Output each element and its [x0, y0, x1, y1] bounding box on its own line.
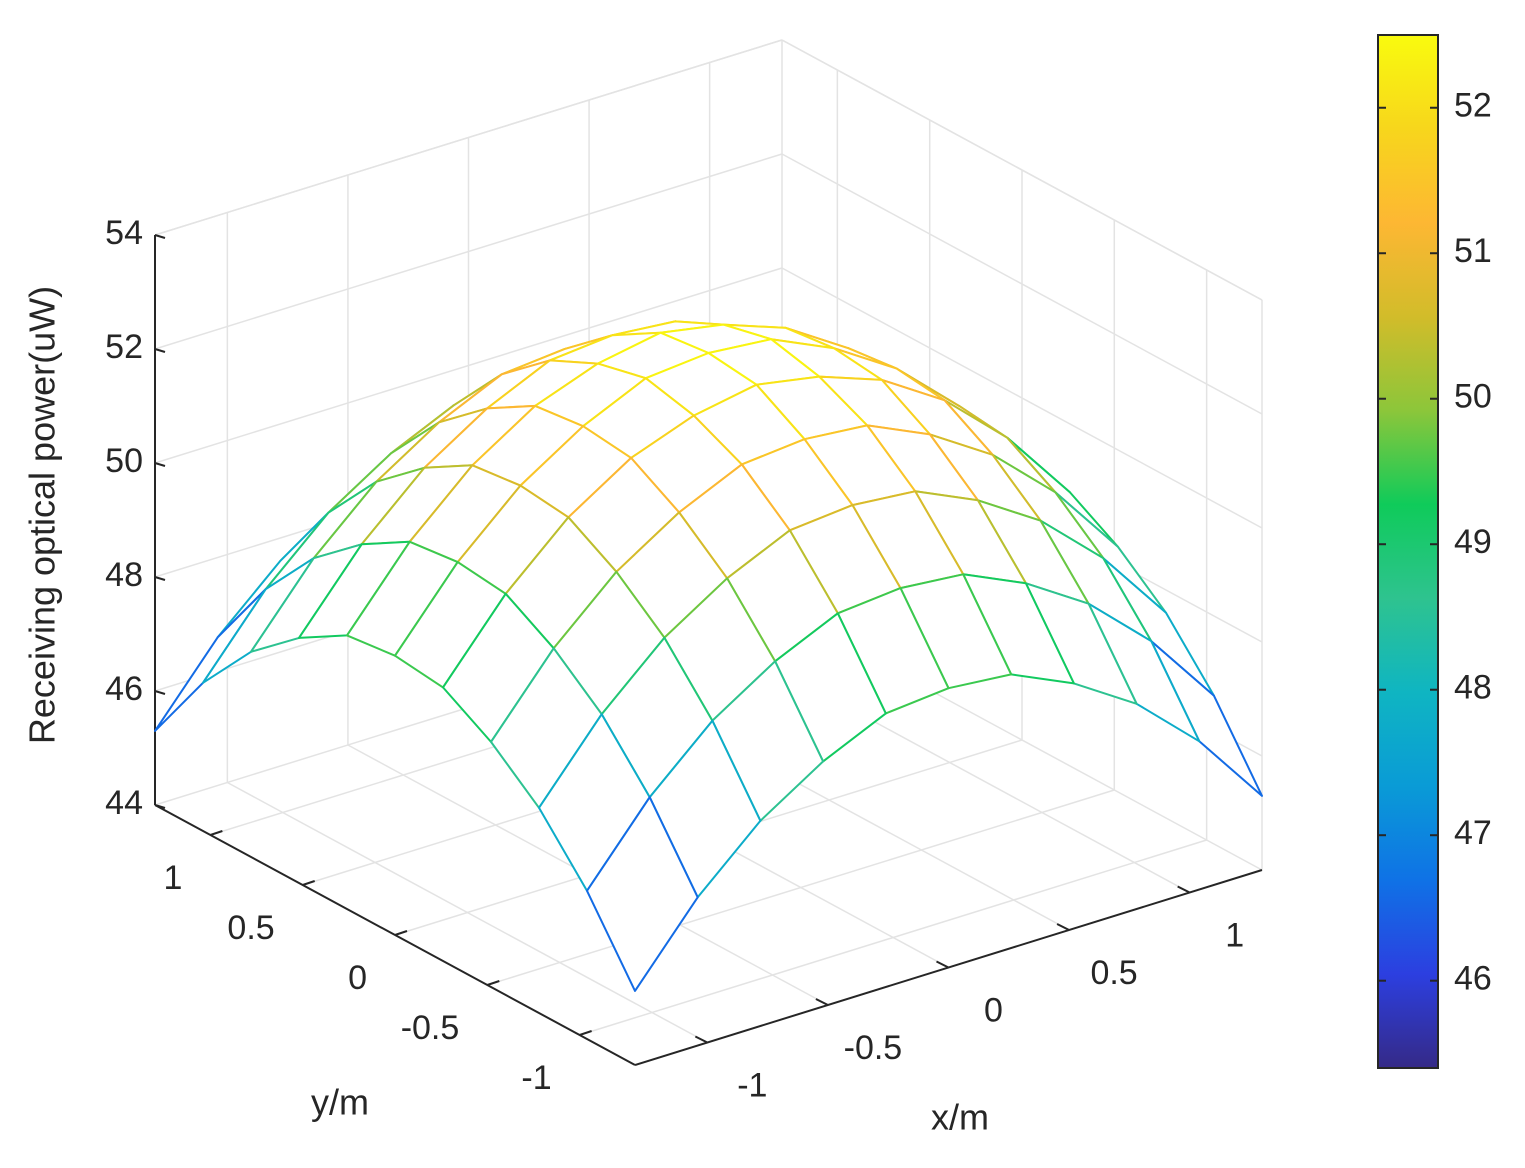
grid-line: [487, 789, 1115, 986]
colorbar-tick-label: 49: [1454, 523, 1492, 561]
y-axis-label: y/m: [311, 1082, 369, 1123]
z-tick-label: 44: [105, 784, 143, 822]
y-tick: [579, 1030, 592, 1036]
colorbar-tick-label: 47: [1454, 814, 1492, 852]
mesh-cell: [586, 796, 699, 992]
z-tick: [154, 348, 166, 353]
z-tick: [154, 234, 166, 239]
y-tick: [486, 980, 500, 986]
x-tick-label: -0.5: [844, 1029, 903, 1067]
grid-line: [154, 153, 783, 350]
y-tick-label: 0.5: [227, 909, 274, 947]
grid-line: [154, 267, 783, 464]
x-tick: [936, 960, 949, 969]
x-tick-label: 0: [984, 991, 1003, 1029]
z-tick-label: 48: [105, 556, 143, 594]
x-tick: [1177, 885, 1191, 894]
grid-line: [781, 267, 1263, 529]
z-axis-label: Receiving optical power(uW): [22, 286, 63, 744]
x-tick-label: -1: [737, 1066, 767, 1104]
box-edge: [154, 39, 783, 236]
z-tick-label: 50: [105, 442, 143, 480]
z-tick-label: 46: [105, 670, 143, 708]
y-tick-label: 1: [163, 859, 182, 897]
grid-line: [781, 153, 1263, 415]
y-tick: [394, 930, 408, 936]
x-tick: [815, 998, 829, 1006]
colorbar-tick-label: 46: [1454, 960, 1492, 998]
axis-labels: Receiving optical power(uW) x/m y/m: [22, 286, 989, 1138]
z-tick: [154, 804, 166, 809]
y-tick: [302, 880, 316, 886]
colorbar: 46 47 48 49 50 51 52: [1377, 34, 1492, 1069]
colorbar-tick-label: 50: [1454, 378, 1492, 416]
z-tick: [154, 462, 166, 467]
x-tick: [694, 1035, 708, 1044]
y-tick-label: -0.5: [401, 1009, 460, 1047]
surface: [154, 320, 1263, 992]
grid-line: [579, 839, 1207, 1036]
x-tick-label: 1: [1225, 916, 1244, 954]
colorbar-tick-label: 48: [1454, 669, 1492, 707]
colorbar-tick-label: 51: [1454, 232, 1492, 270]
box-edge: [781, 39, 1263, 301]
z-tick: [154, 576, 166, 581]
z-tick: [154, 690, 166, 695]
y-tick-label: 0: [348, 959, 367, 997]
colorbar-scale: [1377, 34, 1439, 1069]
x-axis-label: x/m: [931, 1097, 989, 1138]
mesh-cell: [154, 588, 267, 732]
z-tick-label: 52: [105, 328, 143, 366]
colorbar-tick-label: 52: [1454, 87, 1492, 125]
x-tick-label: 0.5: [1090, 954, 1137, 992]
y-tick-label: -1: [521, 1059, 551, 1097]
z-tick-label: 54: [105, 214, 143, 252]
x-tick: [1056, 923, 1070, 931]
y-tick: [210, 830, 223, 836]
